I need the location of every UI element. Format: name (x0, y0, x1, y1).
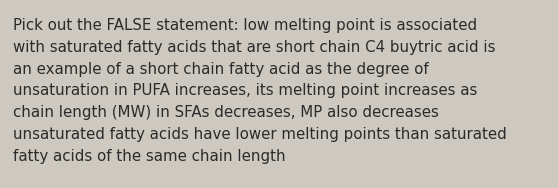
Text: unsaturated fatty acids have lower melting points than saturated: unsaturated fatty acids have lower melti… (13, 127, 507, 142)
Text: fatty acids of the same chain length: fatty acids of the same chain length (13, 149, 286, 164)
Text: unsaturation in PUFA increases, its melting point increases as: unsaturation in PUFA increases, its melt… (13, 83, 478, 98)
Text: Pick out the FALSE statement: low melting point is associated: Pick out the FALSE statement: low meltin… (13, 18, 477, 33)
Text: an example of a short chain fatty acid as the degree of: an example of a short chain fatty acid a… (13, 62, 429, 77)
Text: chain length (MW) in SFAs decreases, MP also decreases: chain length (MW) in SFAs decreases, MP … (13, 105, 439, 120)
Text: with saturated fatty acids that are short chain C4 buytric acid is: with saturated fatty acids that are shor… (13, 40, 496, 55)
